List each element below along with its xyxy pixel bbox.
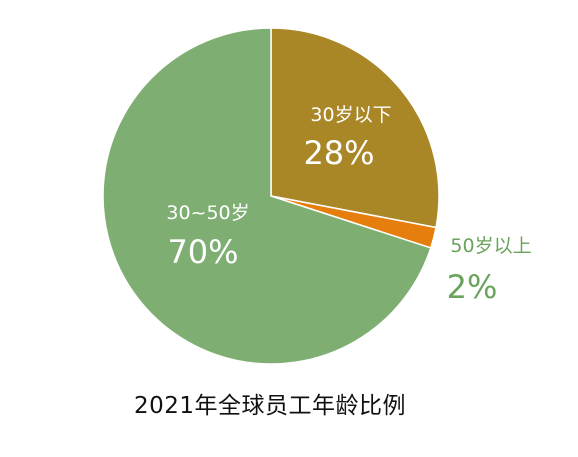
- pie-chart: 30岁以下 28% 50岁以上 2% 30~50岁 70%: [102, 27, 532, 365]
- chart-title: 2021年全球员工年龄比例: [133, 393, 407, 419]
- slice-label-30-to-50: 30~50岁 70%: [166, 202, 249, 271]
- slice-label-name: 50岁以上: [450, 235, 531, 257]
- pie-labels: 30岁以下 28% 50岁以上 2% 30~50岁 70%: [166, 104, 531, 306]
- slice-label-percent: 70%: [167, 233, 238, 271]
- slice-label-name: 30~50岁: [166, 202, 249, 224]
- pie-slices: [102, 27, 440, 365]
- slice-label-percent: 28%: [303, 134, 374, 172]
- slice-label-percent: 2%: [447, 268, 498, 306]
- pie-slice-2: [102, 27, 432, 365]
- pie-slice-0: [270, 27, 440, 229]
- slice-label-over-50: 50岁以上 2%: [447, 235, 532, 306]
- slice-label-under-30: 30岁以下 28%: [303, 104, 391, 172]
- slice-label-name: 30岁以下: [310, 104, 391, 126]
